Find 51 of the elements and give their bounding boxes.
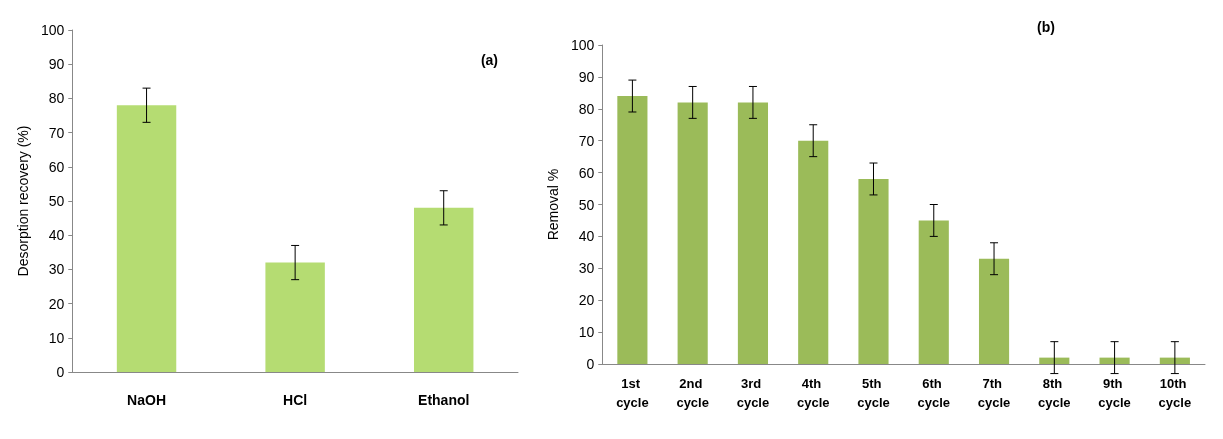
x-tick-label: 9th cycle xyxy=(1098,376,1131,410)
bar xyxy=(116,105,177,372)
bar xyxy=(617,96,648,364)
x-tick-label: NaOH xyxy=(127,391,166,408)
y-axis-title: Removal % xyxy=(545,168,561,241)
y-tick-label: 100 xyxy=(40,22,65,38)
y-tick-label: 70 xyxy=(48,124,65,141)
y-tick-label: 60 xyxy=(578,164,595,181)
y-tick-label: 80 xyxy=(578,100,595,117)
y-tick-label: 0 xyxy=(586,356,595,372)
y-tick-label: 10 xyxy=(48,329,65,346)
y-axis-title: Desorption recovery (%) xyxy=(15,125,31,277)
x-tick-label: 2nd cycle xyxy=(676,376,709,410)
y-tick-label: 50 xyxy=(578,196,595,213)
y-tick-label: 20 xyxy=(48,295,65,312)
y-tick-label: 70 xyxy=(578,132,595,149)
y-tick-label: 90 xyxy=(578,68,595,85)
bar xyxy=(918,220,949,364)
y-tick-label: 90 xyxy=(48,56,65,73)
y-tick-label: 20 xyxy=(578,292,595,309)
bar xyxy=(737,102,769,364)
y-tick-label: 30 xyxy=(48,261,65,278)
x-tick-label: 4th cycle xyxy=(796,376,830,410)
y-tick-label: 50 xyxy=(48,193,65,209)
bar xyxy=(858,178,889,364)
x-tick-label: 6th cycle xyxy=(917,376,951,410)
x-tick-label: 10th cycle xyxy=(1158,376,1192,410)
y-tick-label: 0 xyxy=(56,364,65,380)
bar xyxy=(1099,357,1130,364)
bar xyxy=(978,258,1010,364)
x-tick-label: 3rd cycle xyxy=(736,376,770,410)
y-tick-label: 40 xyxy=(48,227,65,244)
annotation: (a) xyxy=(480,52,499,68)
text: (b) xyxy=(1037,19,1056,35)
x-tick-label: Ethanol xyxy=(418,391,470,408)
y-tick-label: 30 xyxy=(578,260,595,277)
x-tick-label: 5th cycle xyxy=(857,376,890,410)
bar xyxy=(798,140,829,364)
y-tick-label: 100 xyxy=(570,37,595,53)
x-tick-label: HCl xyxy=(283,391,308,408)
x-tick-label: 7th cycle xyxy=(977,376,1011,410)
y-tick-label: 60 xyxy=(48,158,65,175)
bar xyxy=(413,207,474,372)
y-tick-label: 10 xyxy=(578,324,595,341)
bar xyxy=(265,262,325,372)
x-tick-label: 1st cycle xyxy=(616,376,649,410)
y-tick-label: 40 xyxy=(578,228,595,245)
bar xyxy=(677,102,708,364)
x-tick-label: 8th cycle xyxy=(1038,376,1071,410)
y-tick-label: 80 xyxy=(48,90,65,107)
bar xyxy=(1039,357,1070,364)
